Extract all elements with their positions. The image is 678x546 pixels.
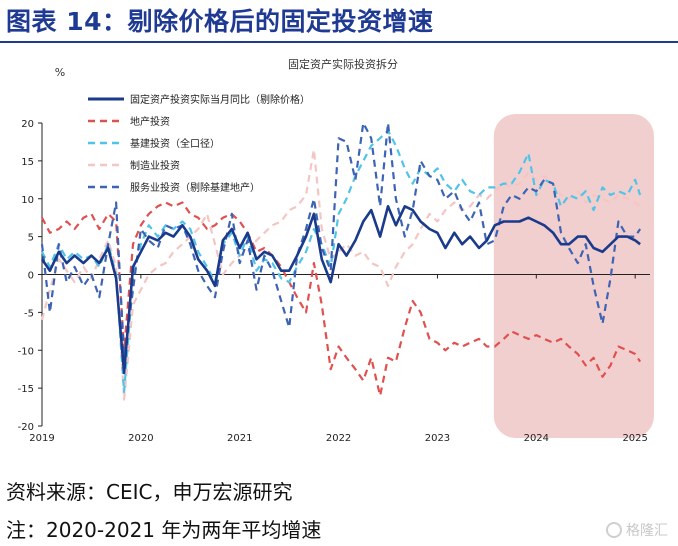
y-tick-label: 5 [28, 233, 34, 244]
y-tick-label: 10 [21, 195, 34, 206]
x-tick-label: 2022 [326, 433, 351, 444]
watermark: 格隆汇 [606, 520, 668, 540]
y-tick-label: 20 [21, 119, 34, 130]
y-tick-label: -20 [18, 422, 34, 433]
x-tick-label: 2023 [425, 433, 450, 444]
x-tick-label: 2025 [622, 433, 647, 444]
x-tick-label: 2019 [29, 433, 54, 444]
series-layer [40, 121, 642, 401]
x-tick-label: 2020 [128, 433, 153, 444]
legend-label-1: 地产投资 [130, 115, 170, 128]
title-divider [0, 41, 678, 43]
y-axis-unit-label: % [55, 66, 65, 79]
y-tick-label: -5 [24, 308, 34, 319]
legend-label-0: 固定资产投资实际当月同比（剔除价格） [130, 93, 310, 106]
y-tick-label: 15 [21, 157, 34, 168]
y-tick-label: -15 [18, 384, 34, 395]
footnote: 注：2020-2021 年为两年平均增速 [6, 518, 322, 542]
legend-label-3: 制造业投资 [130, 159, 180, 172]
x-tick-label: 2024 [524, 433, 549, 444]
legend-label-2: 基建投资（全口径） [130, 137, 220, 150]
y-axis: 20 15 10 5 0 -5 -10 -15 -20 [18, 119, 43, 433]
highlight-region [493, 114, 654, 438]
legend-label-4: 服务业投资（剔除基建地产） [130, 181, 260, 194]
gelonghui-logo-icon [606, 522, 622, 538]
series-line-4 [40, 121, 642, 359]
series-line-1 [41, 201, 642, 397]
figure-header: 图表 14：剔除价格后的固定投资增速 [0, 0, 678, 43]
y-tick-label: 0 [28, 271, 34, 282]
source-note: 资料来源：CEIC，申万宏源研究 [6, 480, 293, 504]
series-line-0 [40, 205, 641, 375]
chart-title: 固定资产实际投资拆分 [288, 57, 398, 71]
figure-title: 图表 14：剔除价格后的固定投资增速 [6, 7, 434, 36]
line-chart: 固定资产实际投资拆分 % 20 15 10 5 0 -5 -10 -15 -20 2019 202… [18, 57, 654, 444]
x-tick-label: 2021 [227, 433, 252, 444]
watermark-text: 格隆汇 [626, 523, 668, 539]
x-axis: 2019 2020 2021 2022 2023 2024 2025 [29, 274, 650, 444]
y-tick-label: -10 [18, 346, 34, 357]
